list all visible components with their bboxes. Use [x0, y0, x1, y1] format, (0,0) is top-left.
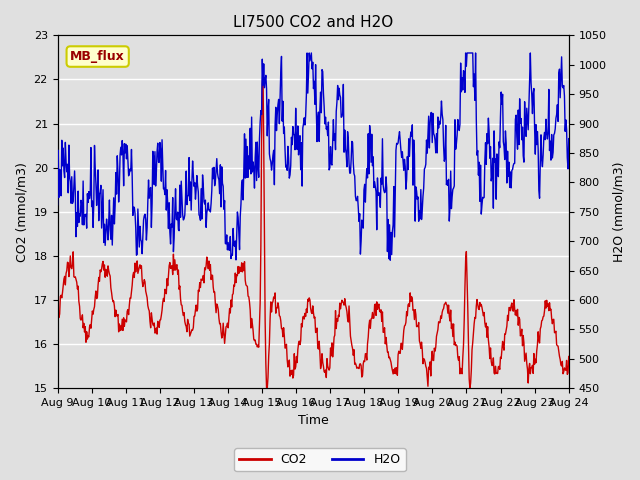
Title: LI7500 CO2 and H2O: LI7500 CO2 and H2O [233, 15, 393, 30]
X-axis label: Time: Time [298, 414, 328, 427]
Text: MB_flux: MB_flux [70, 50, 125, 63]
Y-axis label: H2O (mmol/m3): H2O (mmol/m3) [612, 162, 625, 262]
Legend: CO2, H2O: CO2, H2O [234, 448, 406, 471]
Y-axis label: CO2 (mmol/m3): CO2 (mmol/m3) [15, 162, 28, 262]
